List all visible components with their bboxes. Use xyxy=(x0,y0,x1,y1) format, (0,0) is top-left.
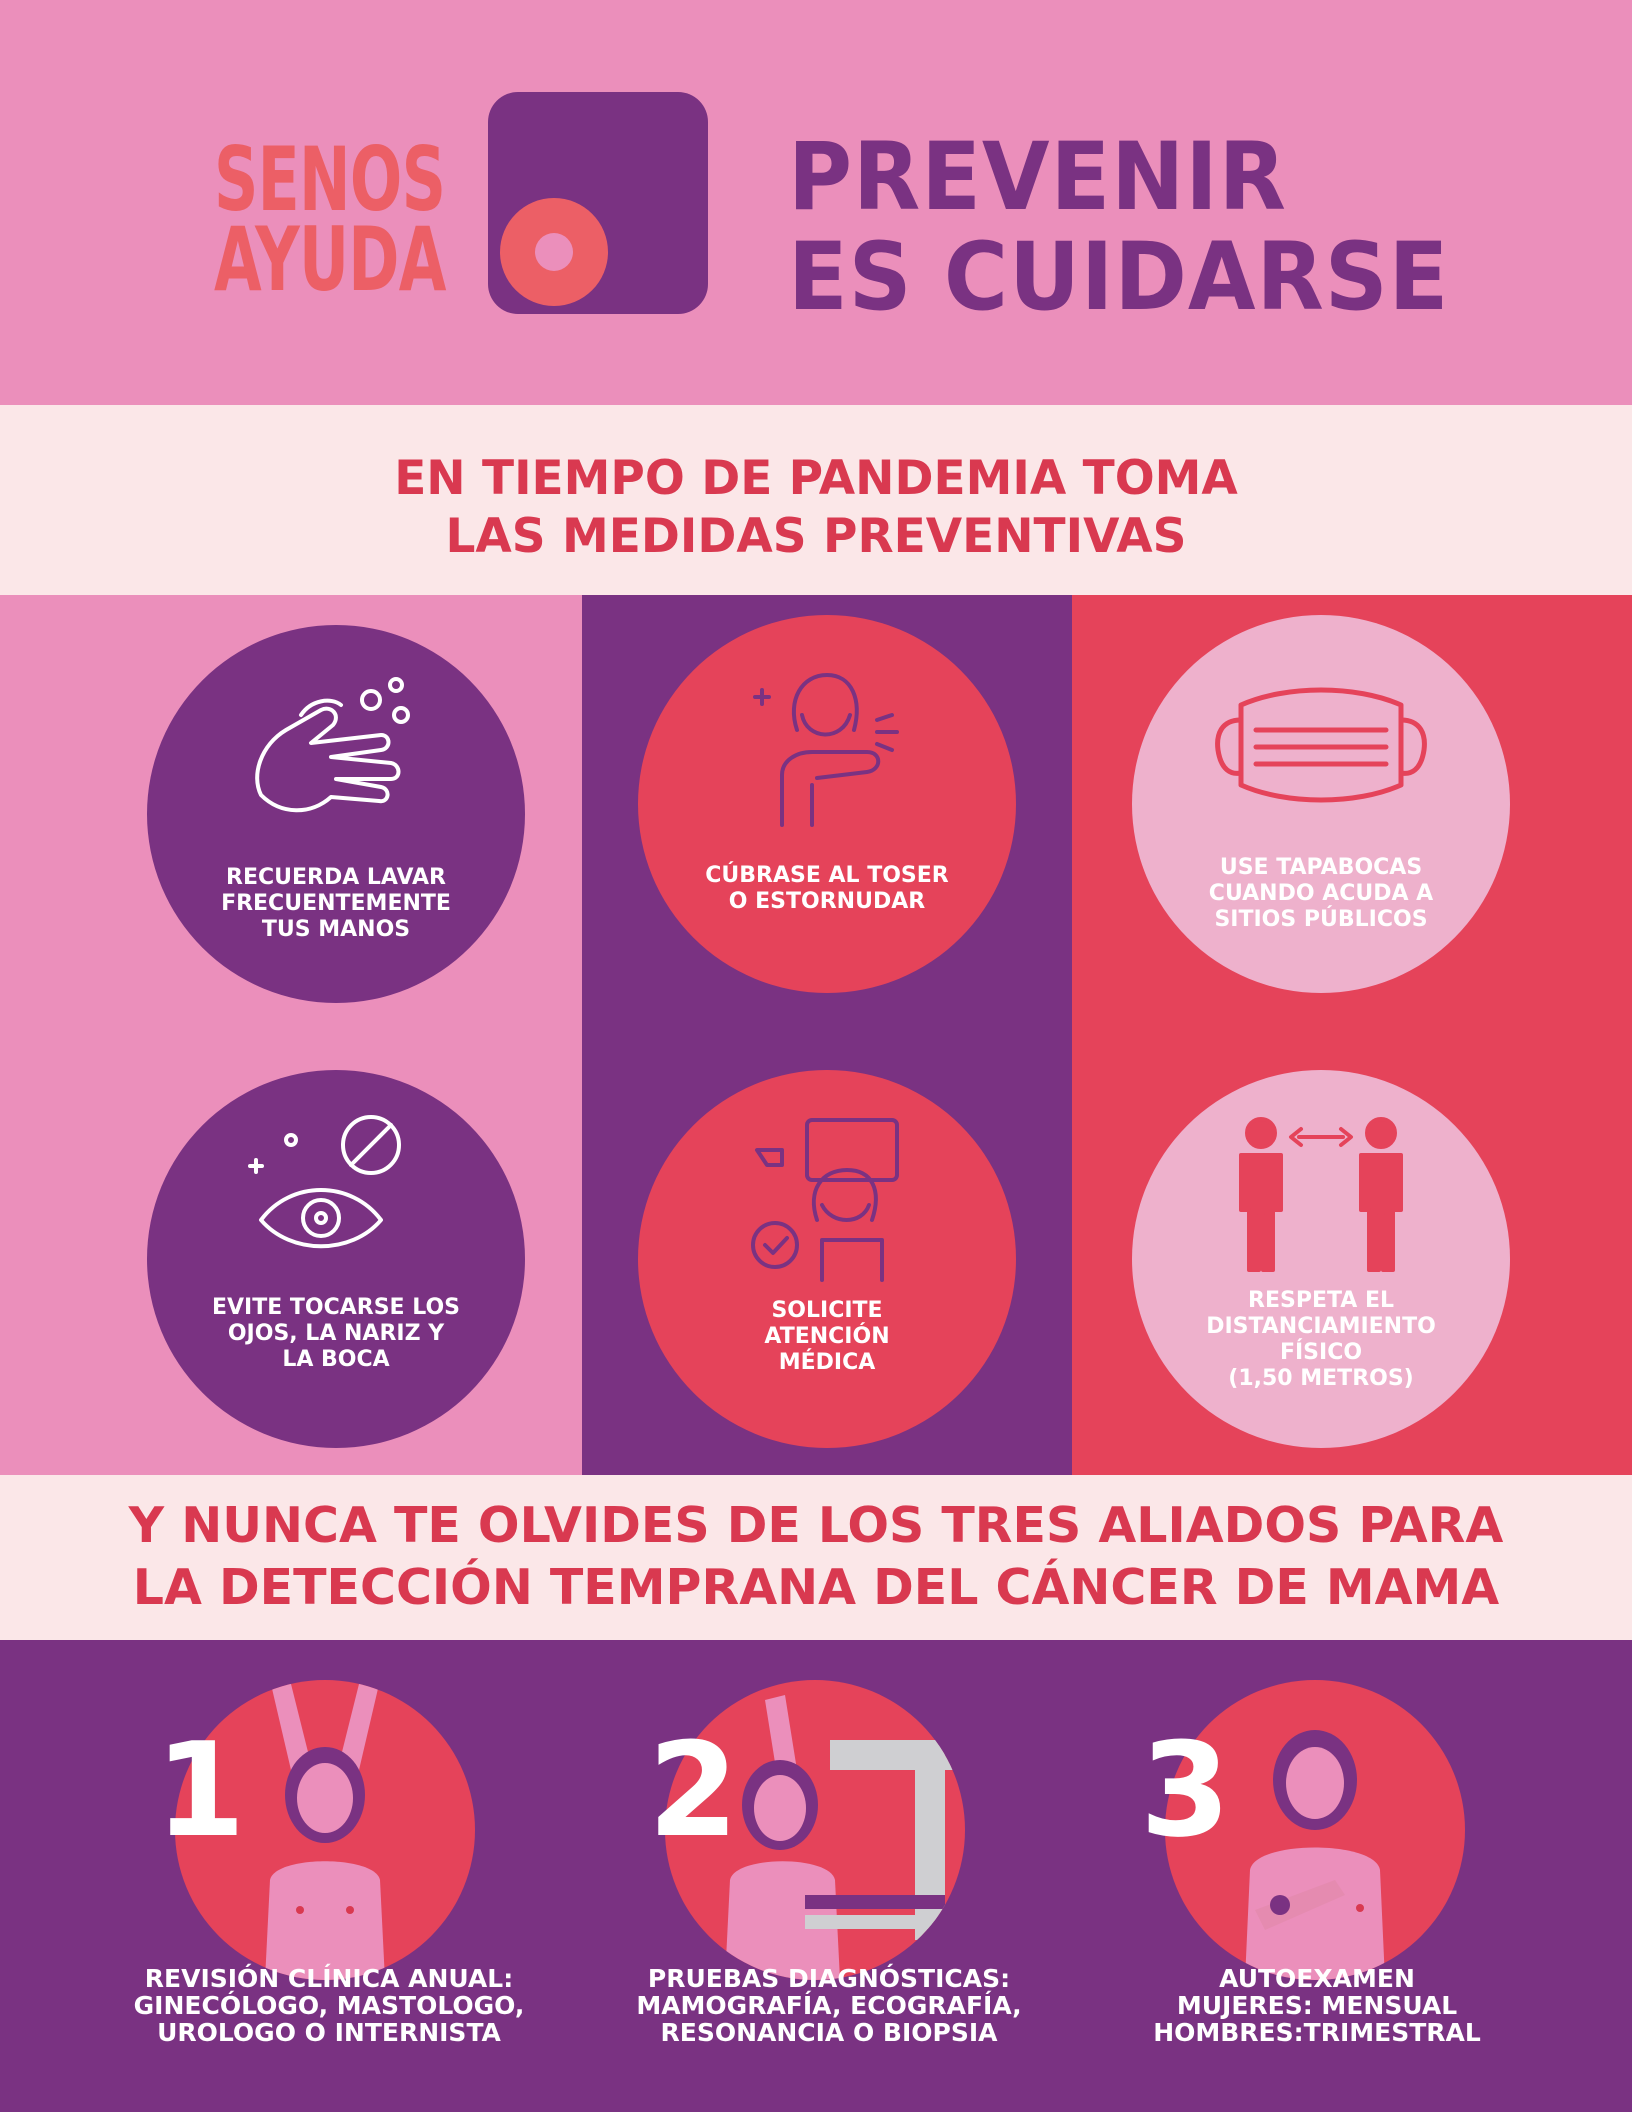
allies-heading-line-2: LA DETECCIÓN TEMPRANA DEL CÁNCER DE MAMA xyxy=(132,1559,1500,1616)
logo-line-1: SENOS xyxy=(214,128,446,231)
allies-section: 1 REVISIÓN CLÍNICA ANUAL: GINECÓLOGO, MA… xyxy=(0,1640,1632,2112)
measure-medical-attention: SOLICITE ATENCIÓN MÉDICA xyxy=(638,1070,1016,1448)
cough-elbow-icon xyxy=(753,673,899,827)
measure-2-line-1: CÚBRASE AL TOSER xyxy=(705,863,949,888)
clinical-exam-woman-icon xyxy=(265,1680,385,1980)
hand-washing-icon xyxy=(255,677,410,813)
logo-line-2: AYUDA xyxy=(214,208,446,311)
pandemic-heading-line-1: EN TIEMPO DE PANDEMIA TOMA xyxy=(394,451,1238,506)
measure-1-line-3: TUS MANOS xyxy=(261,917,411,942)
measure-3-line-3: SITIOS PÚBLICOS xyxy=(1214,907,1428,932)
ally-2-line-3: RESONANCIA O BIOPSIA xyxy=(660,2018,998,2047)
measure-hand-washing: RECUERDA LAVAR FRECUENTEMENTE TUS MANOS xyxy=(147,625,525,1003)
measure-5-line-2: ATENCIÓN xyxy=(764,1324,890,1349)
measure-6-line-4: (1,50 METROS) xyxy=(1228,1366,1414,1391)
slogan: PREVENIR ES CUIDARSE xyxy=(788,128,1449,328)
slogan-line-2: ES CUIDARSE xyxy=(788,223,1450,332)
distance-people-icon xyxy=(1239,1117,1403,1272)
allies-heading: Y NUNCA TE OLVIDES DE LOS TRES ALIADOS P… xyxy=(0,1475,1632,1640)
measure-text-3: USE TAPABOCAS CUANDO ACUDA A SITIOS PÚBL… xyxy=(1162,855,1480,933)
measure-6-line-2: DISTANCIAMIENTO xyxy=(1206,1314,1436,1339)
measure-5-line-3: MÉDICA xyxy=(778,1350,876,1375)
header: SENOS AYUDA PREVENIR ES CUIDARSE xyxy=(0,0,1632,405)
measure-3-line-1: USE TAPABOCAS xyxy=(1219,855,1423,880)
measure-6-line-3: FÍSICO xyxy=(1279,1340,1363,1365)
logo-ring-center xyxy=(535,233,573,271)
self-exam-woman-icon xyxy=(1245,1730,1385,1980)
ally-2-circle xyxy=(665,1680,965,1980)
ally-3-line-1: AUTOEXAMEN xyxy=(1219,1964,1415,1993)
allies-heading-line-1: Y NUNCA TE OLVIDES DE LOS TRES ALIADOS P… xyxy=(128,1497,1504,1554)
ally-1-line-3: UROLOGO O INTERNISTA xyxy=(157,2018,501,2047)
measure-no-touch: EVITE TOCARSE LOS OJOS, LA NARIZ Y LA BO… xyxy=(147,1070,525,1448)
measure-2-line-2: O ESTORNUDAR xyxy=(728,889,926,914)
ally-1-text: REVISIÓN CLÍNICA ANUAL: GINECÓLOGO, MAST… xyxy=(94,1965,564,2046)
ally-2-number: 2 xyxy=(648,1714,739,1866)
measure-3-line-2: CUANDO ACUDA A xyxy=(1208,881,1434,906)
measure-text-2: CÚBRASE AL TOSER O ESTORNUDAR xyxy=(668,863,986,915)
measure-distancing: RESPETA EL DISTANCIAMIENTO FÍSICO (1,50 … xyxy=(1132,1070,1510,1448)
ally-3-number: 3 xyxy=(1140,1714,1231,1866)
ally-1-line-2: GINECÓLOGO, MASTOLOGO, xyxy=(133,1991,525,2020)
ally-3-line-3: HOMBRES:TRIMESTRAL xyxy=(1153,2018,1481,2047)
ally-1-number: 1 xyxy=(155,1714,246,1866)
ally-2-line-2: MAMOGRAFÍA, ECOGRAFÍA, xyxy=(636,1991,1022,2020)
measure-5-line-1: SOLICITE xyxy=(771,1298,883,1323)
measure-cough-cover: CÚBRASE AL TOSER O ESTORNUDAR xyxy=(638,615,1016,993)
measure-text-1: RECUERDA LAVAR FRECUENTEMENTE TUS MANOS xyxy=(177,865,495,943)
measure-4-line-3: LA BOCA xyxy=(282,1347,390,1372)
ally-3-circle xyxy=(1165,1680,1465,1980)
ally-1-circle xyxy=(175,1680,475,1980)
ally-2-text: PRUEBAS DIAGNÓSTICAS: MAMOGRAFÍA, ECOGRA… xyxy=(594,1965,1064,2046)
slogan-line-1: PREVENIR xyxy=(788,123,1287,232)
measure-4-line-1: EVITE TOCARSE LOS xyxy=(211,1295,461,1320)
measure-text-5: SOLICITE ATENCIÓN MÉDICA xyxy=(668,1298,986,1376)
no-touch-eye-icon xyxy=(248,1115,401,1249)
ally-3-text: AUTOEXAMEN MUJERES: MENSUAL HOMBRES:TRIM… xyxy=(1082,1965,1552,2046)
measure-4-line-2: OJOS, LA NARIZ Y xyxy=(227,1321,445,1346)
face-mask-icon xyxy=(1215,687,1427,803)
measure-text-6: RESPETA EL DISTANCIAMIENTO FÍSICO (1,50 … xyxy=(1162,1288,1480,1392)
medical-check-icon xyxy=(751,1118,899,1282)
pandemic-heading-line-2: LAS MEDIDAS PREVENTIVAS xyxy=(445,509,1187,564)
mammography-woman-icon xyxy=(725,1695,965,1980)
measure-1-line-2: FRECUENTEMENTE xyxy=(221,891,451,916)
pandemic-heading: EN TIEMPO DE PANDEMIA TOMA LAS MEDIDAS P… xyxy=(0,405,1632,595)
ally-1-line-1: REVISIÓN CLÍNICA ANUAL: xyxy=(144,1964,514,1993)
ally-2-line-1: PRUEBAS DIAGNÓSTICAS: xyxy=(647,1964,1011,1993)
measure-face-mask: USE TAPABOCAS CUANDO ACUDA A SITIOS PÚBL… xyxy=(1132,615,1510,993)
measure-6-line-1: RESPETA EL xyxy=(1248,1288,1394,1313)
logo-text: SENOS AYUDA xyxy=(214,128,446,311)
measure-1-line-1: RECUERDA LAVAR xyxy=(226,865,446,890)
measure-text-4: EVITE TOCARSE LOS OJOS, LA NARIZ Y LA BO… xyxy=(177,1295,495,1373)
ally-3-line-2: MUJERES: MENSUAL xyxy=(1176,1991,1458,2020)
